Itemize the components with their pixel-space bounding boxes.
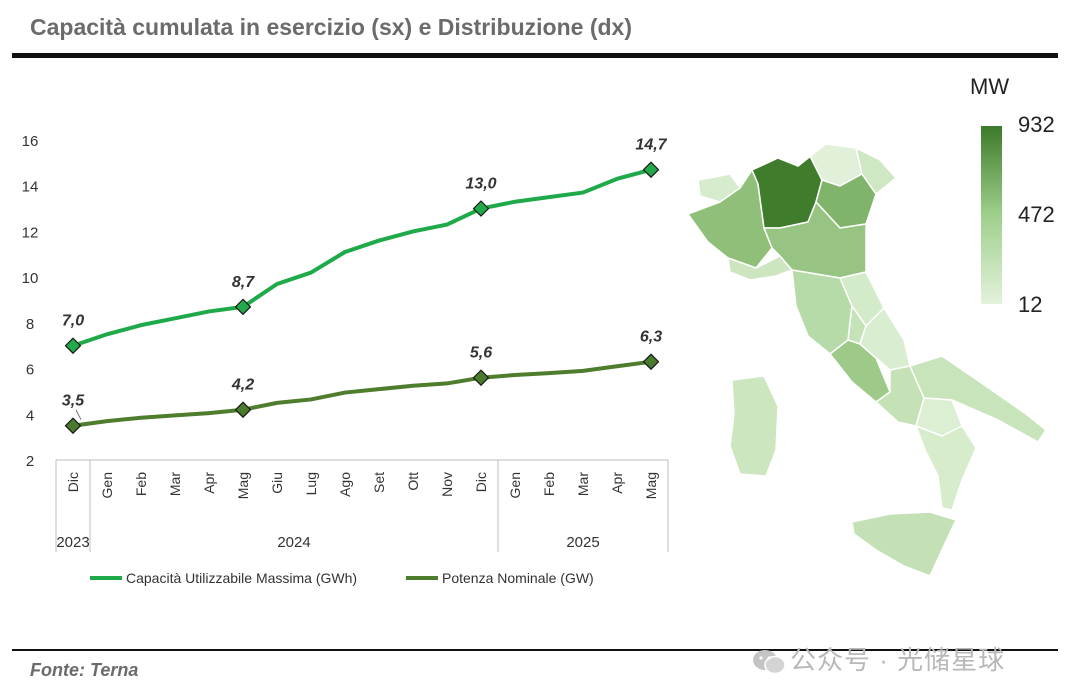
region-sicilia [851,511,957,577]
y-tick-label: 2 [26,453,34,470]
y-tick-label: 6 [26,362,34,379]
y-tick-label: 14 [22,179,39,196]
bottom-rule [12,649,1058,651]
x-tick-label: Dic [473,472,489,492]
color-scale-bar [981,126,1002,304]
data-label: 3,5 [62,393,85,410]
y-tick-label: 12 [22,224,39,241]
x-tick-label: Ago [337,472,353,497]
x-tick-label: Set [371,472,387,493]
series-line [71,167,653,348]
region-emilia [763,201,867,279]
x-tick-label: Apr [609,472,625,494]
data-label: 7,0 [62,313,84,330]
data-point-marker [642,161,660,179]
y-tick-label: 10 [22,270,39,287]
legend-label: Capacità Utilizzabile Massima (GWh) [126,570,357,586]
x-tick-label: Nov [439,472,455,497]
x-tick-label: Mag [235,472,251,499]
year-label: 2023 [56,534,89,551]
x-tick-label: Ott [405,472,421,491]
data-label: 14,7 [635,137,667,154]
italy-map [687,143,1047,577]
data-label: 8,7 [232,274,255,291]
x-tick-label: Mag [643,472,659,499]
x-tick-label: Apr [201,472,217,494]
year-label: 2025 [566,534,599,551]
label-leader-line [75,409,82,420]
watermark: 公众号 · 光储星球 [752,640,1005,677]
data-point-marker [642,353,660,371]
chart-title: Capacità cumulata in esercizio (sx) e Di… [30,14,632,40]
x-tick-label: Gen [507,472,523,498]
data-label: 13,0 [465,176,496,193]
region-liguria [727,255,793,281]
scale-unit: MW [970,74,1010,99]
x-tick-label: Mar [575,472,591,496]
x-tick-label: Giu [269,472,285,494]
source-note: Fonte: Terna [30,660,139,680]
region-sardegna [729,375,779,477]
data-label: 6,3 [640,329,662,346]
data-point-marker [64,417,82,435]
scale-label-max: 932 [1018,112,1055,137]
top-rule [12,53,1058,58]
region-lazio [829,339,891,403]
scale-label-mid: 472 [1018,202,1055,227]
data-label: 4,2 [231,377,254,394]
line-chart: 2 4 6 8 10 12 14 16 Dic Gen Feb Mar Apr Mag Giu Lug Ago S… [22,133,669,586]
legend-label: Potenza Nominale (GW) [442,570,594,586]
y-tick-label: 8 [26,316,34,333]
data-point-marker [234,401,252,419]
year-label: 2024 [277,534,310,551]
data-point-marker [472,200,490,217]
x-tick-label: Feb [541,472,557,496]
data-point-marker [234,298,252,316]
region-calabria [915,425,977,511]
wechat-icon [753,650,786,675]
watermark-text: 公众号 · 光储星球 [790,645,1006,675]
data-label: 5,6 [470,345,492,362]
series-line [71,359,653,428]
scale-label-min: 12 [1018,292,1043,317]
x-tick-label: Mar [167,472,183,496]
x-tick-label: Dic [65,472,81,492]
region-friuli [855,147,897,195]
x-tick-label: Lug [303,472,319,495]
x-tick-label: Gen [99,472,115,498]
y-tick-label: 4 [26,407,34,424]
data-point-marker [64,337,82,355]
y-tick-label: 16 [22,133,39,150]
data-point-marker [472,369,490,387]
x-tick-label: Feb [133,472,149,496]
